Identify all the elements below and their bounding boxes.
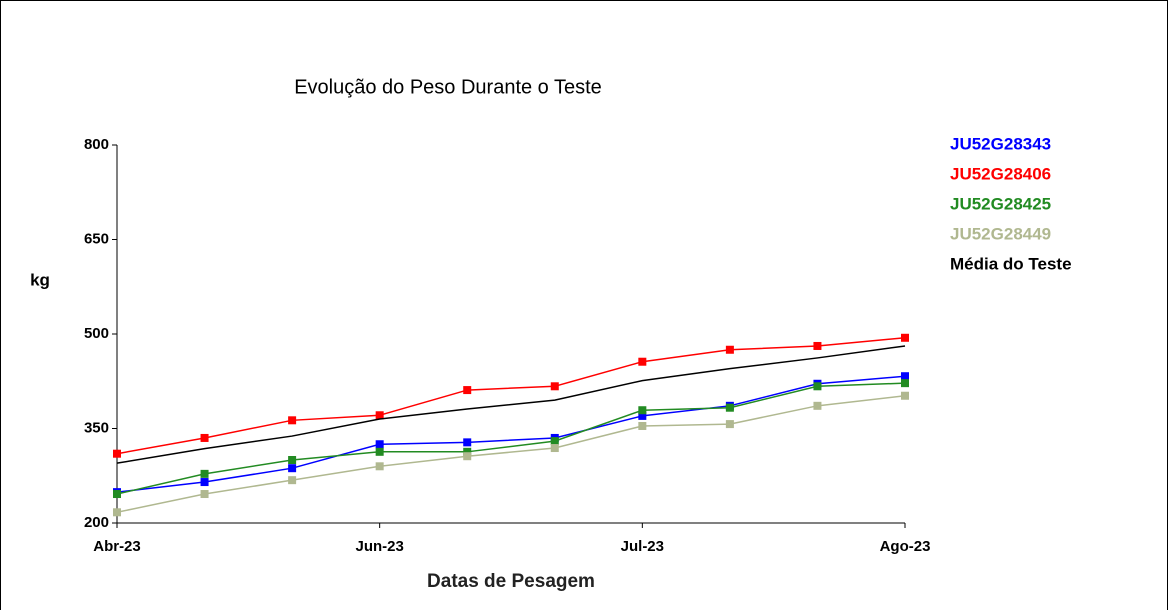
y-axis-label: kg	[30, 270, 50, 289]
series-line	[116, 345, 906, 464]
data-point	[200, 469, 209, 478]
data-point	[375, 440, 384, 449]
data-point	[463, 438, 472, 447]
x-tick-label: Jul-23	[621, 538, 664, 555]
data-point	[288, 416, 297, 425]
data-point	[200, 490, 209, 499]
y-tick-label: 350	[84, 419, 109, 436]
data-point	[375, 447, 384, 456]
series-line	[116, 375, 906, 493]
y-tick-label: 200	[84, 514, 109, 531]
legend-entry: JU52G28449	[950, 224, 1051, 243]
data-point	[375, 411, 384, 420]
chart-title: Evolução do Peso Durante o Teste	[294, 76, 602, 98]
data-point	[200, 433, 209, 442]
data-point	[375, 462, 384, 471]
data-point	[901, 391, 909, 400]
data-point	[113, 449, 121, 458]
data-point	[550, 437, 559, 446]
series-line	[116, 382, 906, 495]
data-point	[288, 464, 297, 473]
x-tick-label: Jun-23	[355, 538, 403, 555]
data-point	[113, 508, 121, 517]
x-axis-label: Datas de Pesagem	[427, 571, 595, 592]
legend-entry: Média do Teste	[950, 254, 1072, 273]
data-point	[200, 478, 209, 487]
y-tick-label: 650	[84, 230, 109, 247]
data-point	[638, 421, 647, 430]
legend-entry: JU52G28406	[950, 164, 1051, 183]
data-point	[550, 382, 559, 391]
data-point	[901, 333, 909, 342]
data-point	[638, 406, 647, 415]
data-point	[813, 341, 822, 350]
legend-entry: JU52G28343	[950, 134, 1051, 153]
data-point	[638, 411, 647, 420]
data-point	[463, 386, 472, 395]
data-point	[288, 456, 297, 464]
data-point	[813, 382, 822, 391]
data-point	[813, 401, 822, 410]
data-point	[288, 476, 297, 485]
series-line	[116, 394, 906, 514]
data-point	[725, 345, 734, 354]
data-point	[113, 490, 121, 499]
data-point	[463, 447, 472, 456]
data-point	[550, 444, 559, 453]
data-point	[725, 420, 734, 429]
data-point	[463, 452, 472, 461]
data-point	[725, 403, 734, 412]
data-point	[901, 372, 909, 381]
x-tick-label: Ago-23	[880, 538, 931, 555]
data-point	[901, 379, 909, 388]
data-point	[638, 357, 647, 366]
x-tick-label: Abr-23	[93, 538, 141, 555]
legend-entry: JU52G28425	[950, 194, 1051, 213]
y-tick-label: 500	[84, 325, 109, 342]
y-tick-label: 800	[84, 136, 109, 153]
series-line	[116, 337, 906, 455]
